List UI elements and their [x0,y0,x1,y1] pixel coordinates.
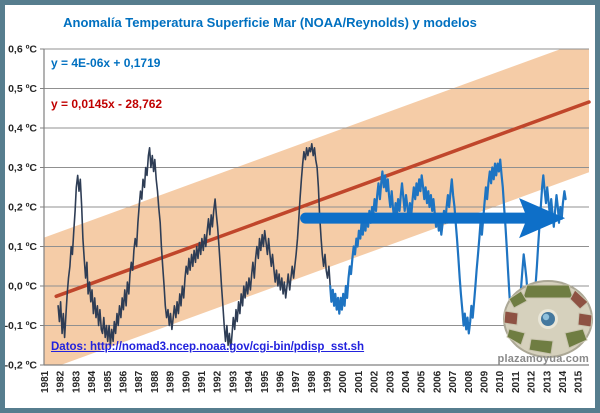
linear-trend-equation: y = 0,0145x - 28,762 [51,97,163,111]
x-axis-label: 2005 [417,370,428,393]
logo-patch-maroon [569,289,589,310]
x-axis-label: 1998 [307,370,318,393]
x-axis-label: 2003 [385,370,396,393]
x-axis-label: 2015 [574,370,585,393]
y-axis-label: 0,1 ºC [8,241,37,253]
x-axis-label: 2001 [354,370,365,393]
series-blue [329,158,567,339]
y-axis-label: 0,6 ºC [8,44,37,56]
pause-arrow-head [519,198,566,239]
y-axis-label: 0,3 ºC [8,162,37,174]
x-axis-label: 2010 [495,370,506,393]
series-navy [57,143,332,351]
logo-patch-green [508,290,528,309]
watermark-text: plazamoyua.com [497,353,589,365]
x-axis-label: 1997 [291,370,302,393]
x-axis-label: 2008 [464,370,475,393]
logo-patch-green [522,284,574,299]
x-axis-label: 1994 [244,370,255,393]
data-source-link[interactable]: Datos: http://nomad3.ncep.noaa.gov/cgi-b… [51,341,365,353]
x-axis-label: 2011 [511,371,522,393]
plazamoyua-logo [503,280,593,358]
x-axis-label: 1984 [87,370,98,393]
logo-patch-green [506,328,526,346]
x-axis-label: 1991 [197,370,208,393]
x-axis-label: 2006 [432,370,443,393]
x-axis-label: 1986 [118,370,129,393]
y-axis-label: 0,4 ºC [8,123,37,135]
y-axis-label: 0,2 ºC [8,202,37,214]
logo-center-highlight [542,313,550,321]
x-axis-label: 2004 [401,370,412,393]
y-axis-label: 0,5 ºC [8,83,37,95]
x-axis-label: 1981 [40,370,51,393]
logo-patch-maroon [577,312,593,328]
x-axis-label: 1990 [181,370,192,393]
x-axis-label: 1988 [150,370,161,393]
x-axis-label: 1992 [213,370,224,393]
x-axis-label: 1993 [228,370,239,393]
chart-title: Anomalía Temperatura Superficie Mar (NOA… [63,15,477,30]
x-axis-label: 2002 [370,370,381,393]
x-axis-label: 1996 [275,370,286,393]
x-axis-label: 1983 [71,370,82,393]
trend-line-red [54,100,591,299]
x-axis-label: 1995 [260,370,271,393]
logo-patch-maroon [503,310,519,326]
x-axis-label: 1999 [323,370,334,393]
y-axis-label: -0,2 ºC [5,360,38,372]
x-axis-label: 1989 [166,370,177,393]
flat-trend-equation: y = 4E-06x + 0,1719 [51,56,161,70]
x-axis-label: 2012 [527,370,538,393]
logo-patch-green [564,328,588,349]
y-axis-label: 0,0 ºC [8,281,37,293]
x-axis-label: 1987 [134,370,145,393]
x-axis-label: 2000 [338,370,349,393]
x-axis-label: 2013 [542,370,553,393]
x-axis-label: 2007 [448,370,459,393]
x-axis-label: 2014 [558,370,569,393]
x-axis-label: 2009 [480,370,491,393]
x-axis-label: 1985 [103,370,114,393]
x-axis-label: 1982 [56,370,67,393]
logo-patch-green [528,338,554,355]
y-axis-label: -0,1 ºC [5,320,38,332]
